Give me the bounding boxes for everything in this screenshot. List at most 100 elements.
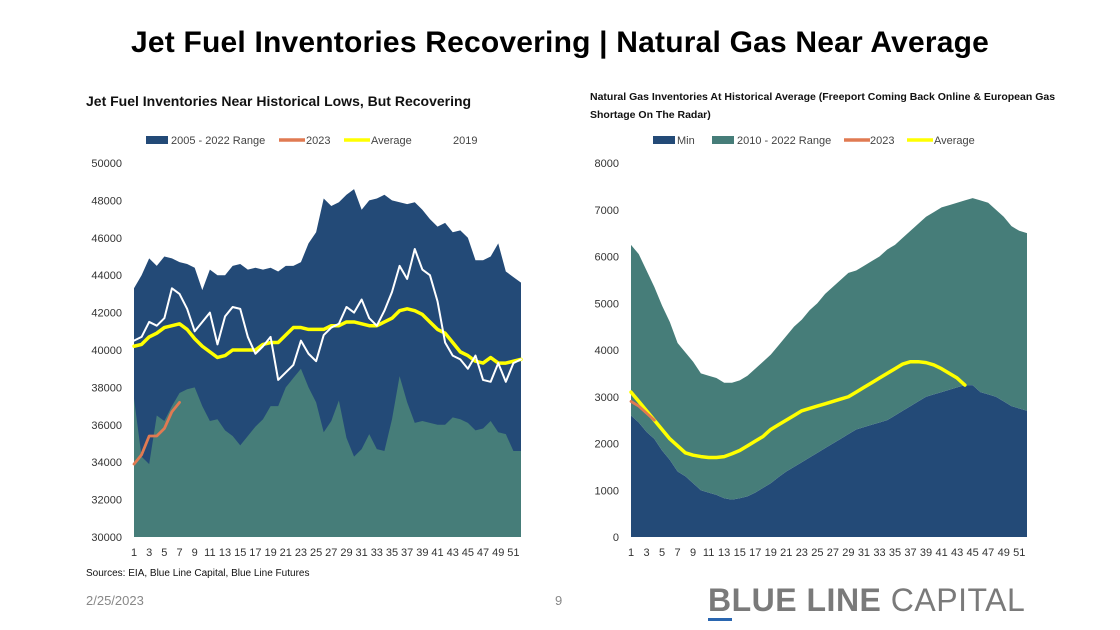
y-tick-label: 6000 <box>595 252 619 264</box>
legend-label-2010-2022-range: 2010 - 2022 Range <box>737 135 831 147</box>
brand-name-bold: BLUE LINE <box>708 582 882 618</box>
legend-swatch-2010-2022-range <box>712 136 734 144</box>
x-tick-label: 27 <box>325 547 337 559</box>
x-tick-label: 45 <box>967 547 979 559</box>
x-tick-label: 39 <box>920 547 932 559</box>
x-tick-label: 33 <box>371 547 383 559</box>
x-tick-label: 11 <box>703 547 714 559</box>
x-tick-label: 33 <box>873 547 885 559</box>
x-tick-label: 47 <box>477 547 489 559</box>
y-tick-label: 3000 <box>595 392 619 404</box>
y-tick-label: 8000 <box>595 158 619 170</box>
x-tick-label: 9 <box>690 547 696 559</box>
x-tick-label: 21 <box>280 547 292 559</box>
line-2019 <box>133 248 522 383</box>
x-tick-label: 47 <box>982 547 994 559</box>
x-tick-label: 49 <box>998 547 1010 559</box>
line-average <box>629 359 967 460</box>
y-tick-label: 4000 <box>595 345 619 357</box>
legend-label-average: Average <box>934 135 975 147</box>
x-tick-label: 13 <box>718 547 730 559</box>
legend-swatch-min <box>653 136 675 144</box>
y-tick-label: 5000 <box>595 298 619 310</box>
x-tick-label: 35 <box>386 547 398 559</box>
x-tick-label: 29 <box>340 547 352 559</box>
page-number: 9 <box>555 593 563 608</box>
x-tick-label: 27 <box>827 547 839 559</box>
x-tick-label: 43 <box>447 547 459 559</box>
y-tick-label: 40000 <box>91 345 122 357</box>
brand-underline <box>708 618 732 621</box>
x-tick-label: 41 <box>935 547 947 559</box>
x-tick-label: 15 <box>734 547 746 559</box>
legend-label-2019: 2019 <box>453 135 477 147</box>
line-2023 <box>132 400 181 466</box>
x-tick-label: 43 <box>951 547 963 559</box>
x-tick-label: 3 <box>146 547 152 559</box>
x-tick-label: 49 <box>492 547 504 559</box>
x-tick-label: 45 <box>462 547 474 559</box>
legend-label-2023: 2023 <box>306 135 330 147</box>
x-tick-label: 51 <box>507 547 519 559</box>
x-tick-label: 7 <box>675 547 681 559</box>
brand-logo: BLUE LINE CAPITAL <box>708 582 1026 621</box>
x-tick-label: 5 <box>659 547 665 559</box>
x-tick-label: 13 <box>219 547 231 559</box>
jet-fuel-chart-title: Jet Fuel Inventories Near Historical Low… <box>86 93 472 109</box>
y-tick-label: 30000 <box>91 532 122 544</box>
y-tick-label: 44000 <box>91 270 122 282</box>
x-tick-label: 1 <box>628 547 634 559</box>
y-tick-label: 36000 <box>91 420 122 432</box>
x-tick-label: 41 <box>431 547 443 559</box>
x-tick-label: 31 <box>858 547 870 559</box>
x-tick-label: 31 <box>356 547 368 559</box>
x-tick-label: 19 <box>765 547 777 559</box>
y-tick-label: 2000 <box>595 439 619 451</box>
range-band-area <box>631 198 1027 500</box>
x-tick-label: 39 <box>416 547 428 559</box>
x-tick-label: 17 <box>249 547 261 559</box>
y-tick-label: 46000 <box>91 233 122 245</box>
x-tick-label: 37 <box>401 547 413 559</box>
line-average <box>132 307 523 365</box>
min-area <box>631 385 1027 537</box>
x-tick-label: 15 <box>234 547 246 559</box>
x-tick-label: 1 <box>131 547 137 559</box>
y-tick-label: 1000 <box>595 485 619 497</box>
y-tick-label: 0 <box>613 532 619 544</box>
legend-label-2005-2022-range: 2005 - 2022 Range <box>171 135 265 147</box>
sources-note: Sources: EIA, Blue Line Capital, Blue Li… <box>86 568 310 579</box>
slide-date: 2/25/2023 <box>86 593 144 608</box>
x-tick-label: 17 <box>749 547 761 559</box>
x-tick-label: 3 <box>643 547 649 559</box>
y-tick-label: 7000 <box>595 205 619 217</box>
natural-gas-chart-title: Natural Gas Inventories At Historical Av… <box>590 91 1056 121</box>
page-title: Jet Fuel Inventories Recovering | Natura… <box>130 26 990 59</box>
y-tick-label: 50000 <box>91 158 122 170</box>
x-tick-label: 35 <box>889 547 901 559</box>
x-tick-label: 37 <box>904 547 916 559</box>
x-tick-label: 21 <box>780 547 792 559</box>
x-tick-label: 23 <box>295 547 307 559</box>
x-tick-label: 23 <box>796 547 808 559</box>
x-tick-label: 7 <box>176 547 182 559</box>
x-tick-label: 51 <box>1013 547 1025 559</box>
x-tick-label: 5 <box>161 547 167 559</box>
range-lower-area <box>134 368 521 537</box>
x-tick-label: 25 <box>310 547 322 559</box>
x-tick-label: 11 <box>204 547 215 559</box>
y-tick-label: 42000 <box>91 308 122 320</box>
line-2023 <box>629 400 656 422</box>
legend-label-average: Average <box>371 135 412 147</box>
x-tick-label: 19 <box>264 547 276 559</box>
legend-label-min: Min <box>677 135 695 147</box>
y-tick-label: 48000 <box>91 195 122 207</box>
y-tick-label: 38000 <box>91 382 122 394</box>
brand-name-light: CAPITAL <box>890 582 1026 618</box>
legend-label-2023: 2023 <box>870 135 894 147</box>
legend-swatch-2005-2022-range <box>146 136 168 144</box>
x-tick-label: 25 <box>811 547 823 559</box>
y-tick-label: 32000 <box>91 495 122 507</box>
